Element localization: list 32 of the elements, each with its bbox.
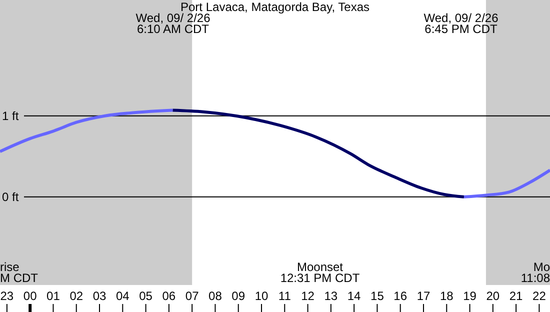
annotation: Wed, 09/ 2/26 6:45 PM CDT	[424, 11, 499, 36]
x-tick-label: 04	[116, 289, 130, 303]
x-tick-label: 23	[0, 289, 14, 303]
x-tick-label: 16	[394, 289, 408, 303]
x-tick-label: 13	[324, 289, 338, 303]
chart-title: Port Lavaca, Matagorda Bay, Texas	[180, 0, 370, 14]
annotation: Mo 11:08	[520, 260, 550, 285]
x-tick-label: 10	[254, 289, 268, 303]
x-tick-label: 02	[70, 289, 84, 303]
x-tick-label: 11	[278, 289, 292, 303]
annotation: Moonset 12:31 PM CDT	[280, 260, 360, 285]
x-tick-label: 03	[92, 289, 107, 303]
y-tick-label: 0 ft	[2, 190, 20, 204]
x-tick-label: 08	[208, 289, 222, 303]
x-tick-label: 17	[416, 289, 430, 303]
x-tick-label: 00	[23, 289, 38, 303]
x-tick-label: 18	[440, 289, 454, 303]
x-tick-label: 07	[185, 289, 200, 303]
x-tick-label: 14	[347, 289, 362, 303]
x-tick-label: 15	[370, 289, 384, 303]
y-tick-label: 1 ft	[2, 109, 20, 124]
x-tick-label: 22	[532, 289, 546, 303]
x-tick-label: 21	[509, 289, 524, 303]
x-tick-label: 19	[463, 289, 477, 303]
x-tick-label: 20	[486, 289, 500, 303]
x-tick-label: 06	[162, 289, 176, 303]
x-tick-label: 01	[46, 289, 60, 303]
x-tick-label: 12	[301, 289, 315, 303]
x-tick-label: 09	[232, 289, 246, 303]
annotation: rise M CDT	[0, 260, 39, 285]
annotation: Wed, 09/ 2/26 6:10 AM CDT	[136, 11, 211, 36]
x-tick-label: 05	[139, 289, 153, 303]
